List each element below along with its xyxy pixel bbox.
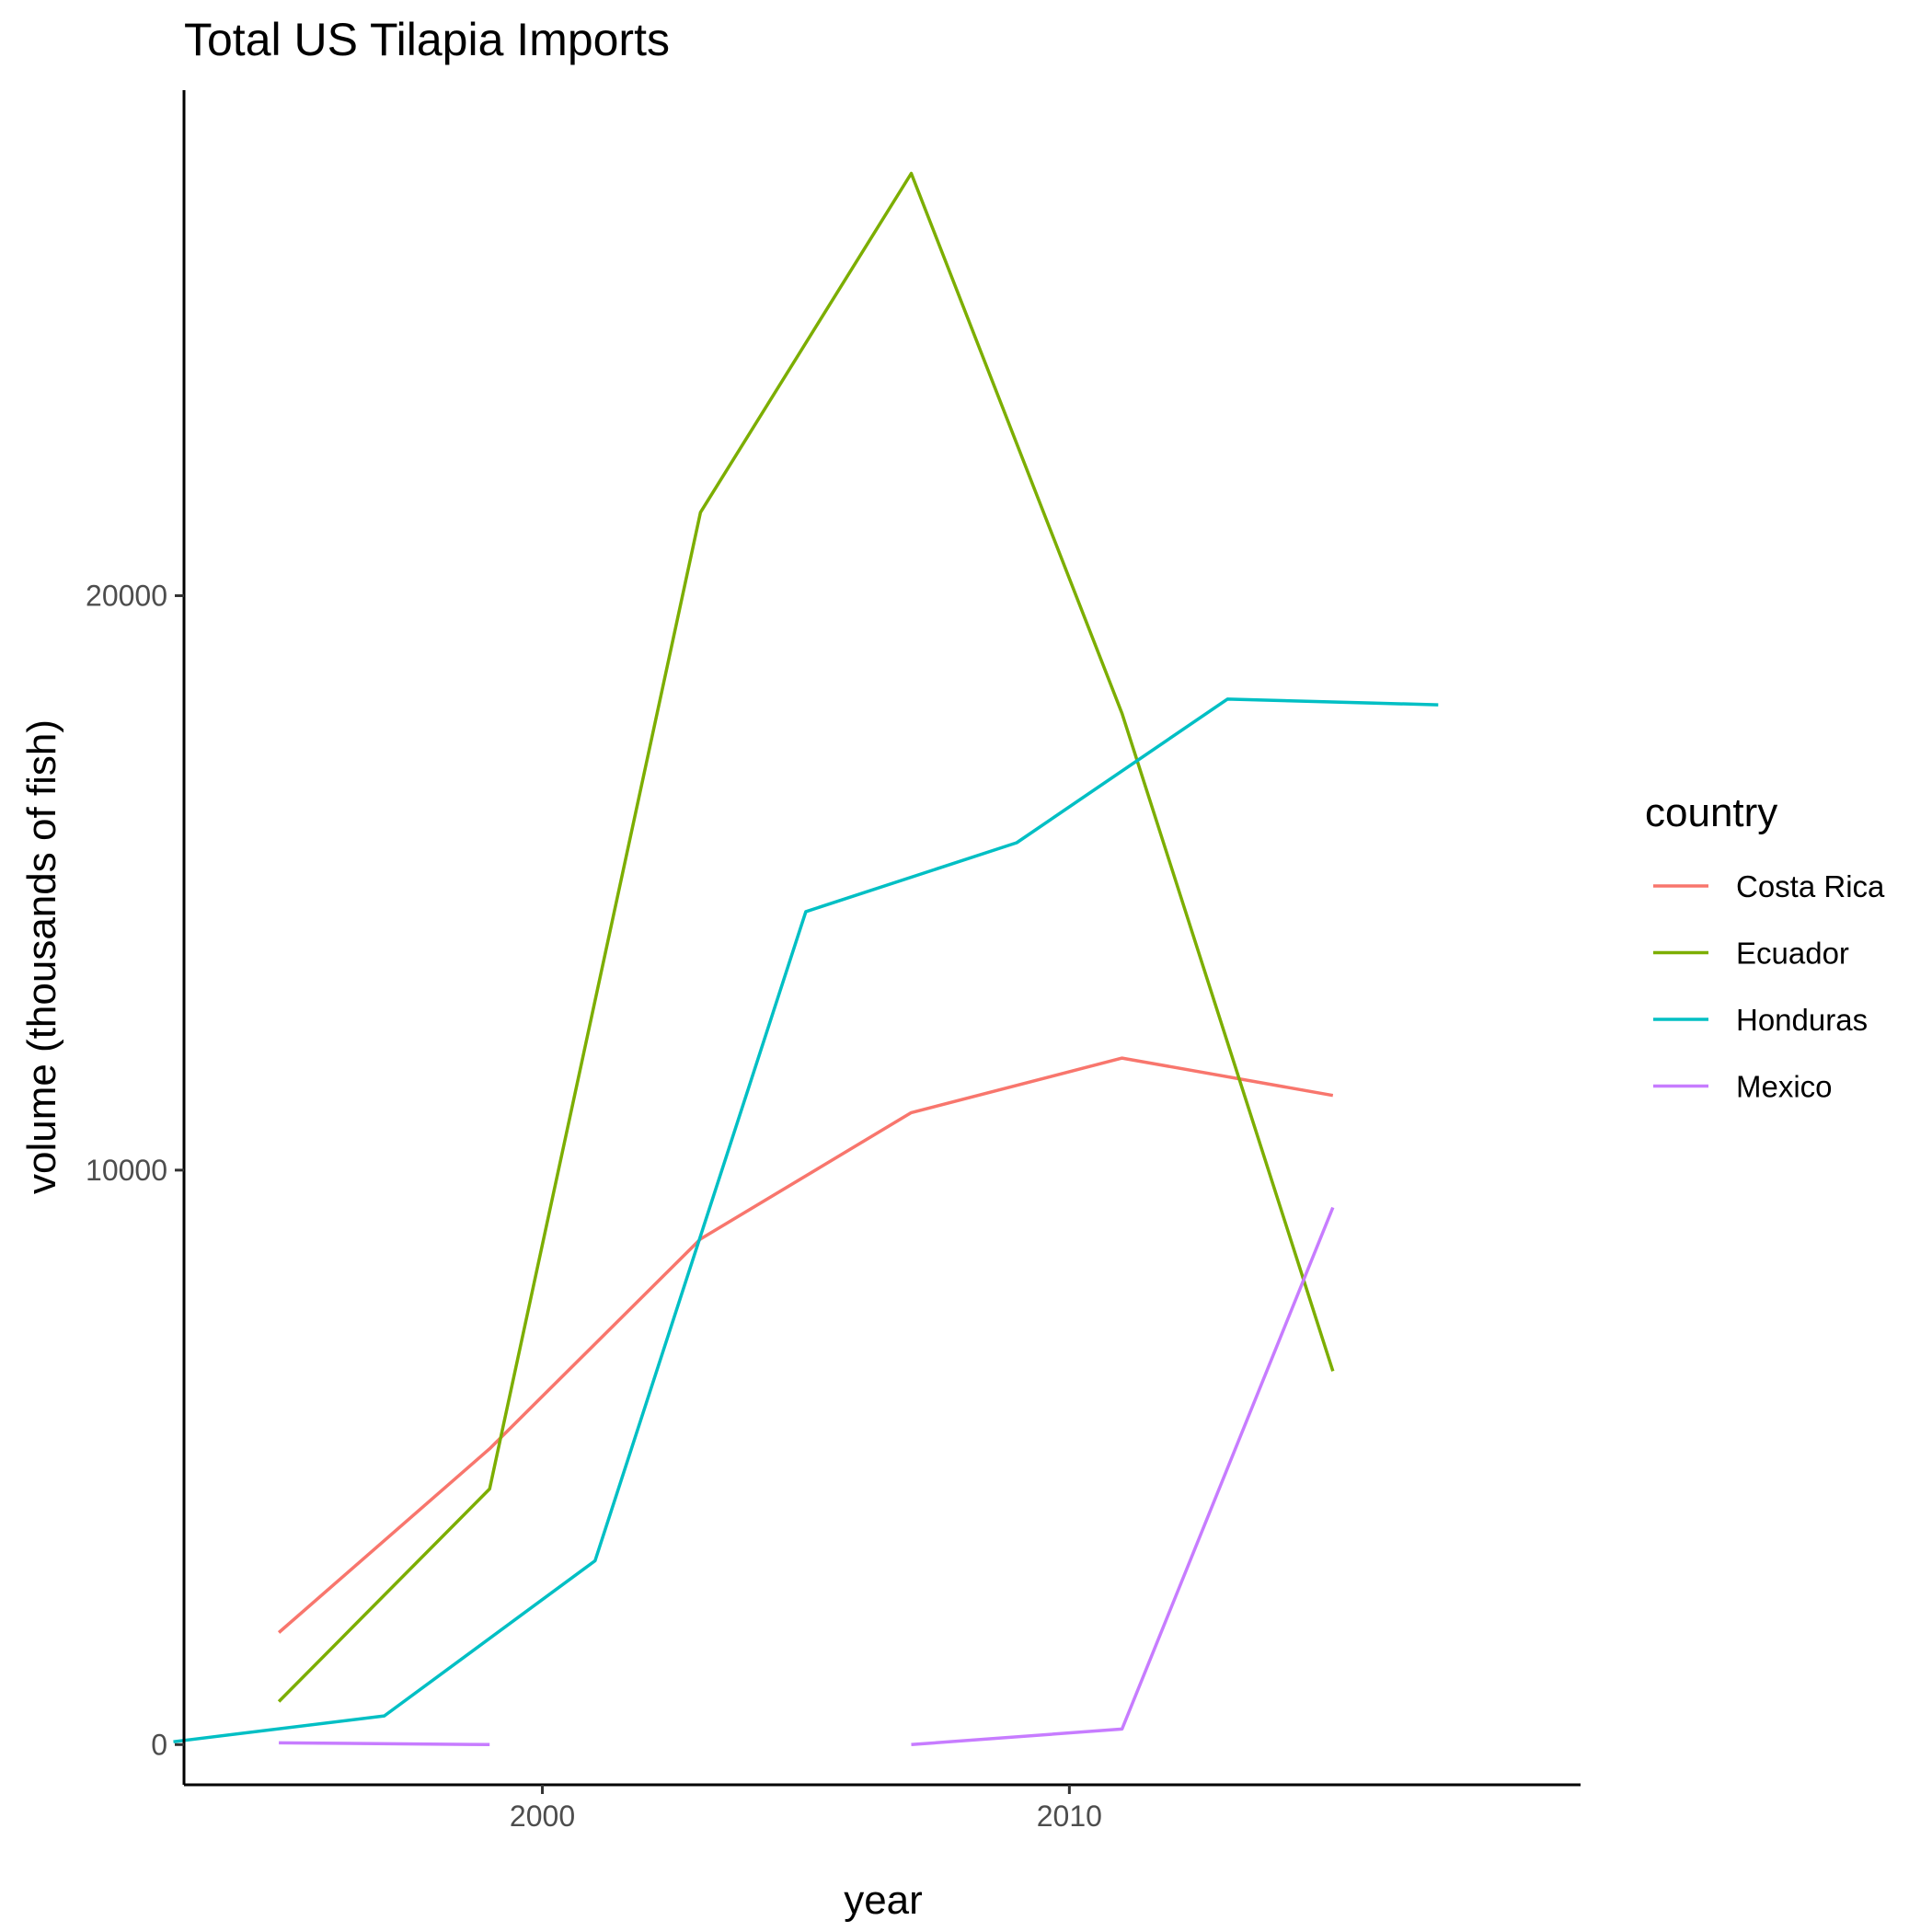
legend: country Costa Rica Ecuador Honduras Mexico bbox=[1645, 790, 1885, 1104]
series-line-honduras bbox=[173, 697, 1439, 1743]
series-line-mexico bbox=[279, 1741, 490, 1747]
series-line-ecuador bbox=[277, 171, 1335, 1703]
plot-area bbox=[173, 171, 1439, 1747]
y-axis: 0 10000 20000 bbox=[86, 90, 186, 1785]
x-axis: 2000 2010 bbox=[184, 1783, 1581, 1833]
legend-label-costa-rica: Costa Rica bbox=[1736, 869, 1885, 903]
legend-label-honduras: Honduras bbox=[1736, 1003, 1868, 1037]
series-line-costa-rica bbox=[277, 1056, 1334, 1634]
y-tick-label: 10000 bbox=[86, 1154, 167, 1187]
y-tick-label: 0 bbox=[151, 1728, 167, 1761]
legend-label-ecuador: Ecuador bbox=[1736, 937, 1849, 971]
series-line-mexico bbox=[911, 1206, 1335, 1747]
x-tick-label: 2000 bbox=[510, 1800, 575, 1833]
y-tick-label: 20000 bbox=[86, 579, 167, 612]
x-tick-label: 2010 bbox=[1037, 1800, 1102, 1833]
legend-title: country bbox=[1645, 790, 1777, 835]
chart-title: Total US Tilapia Imports bbox=[184, 14, 670, 65]
legend-label-mexico: Mexico bbox=[1736, 1070, 1833, 1104]
x-axis-title: year bbox=[844, 1878, 923, 1923]
y-axis-title: volume (thousands of fish) bbox=[19, 719, 64, 1194]
